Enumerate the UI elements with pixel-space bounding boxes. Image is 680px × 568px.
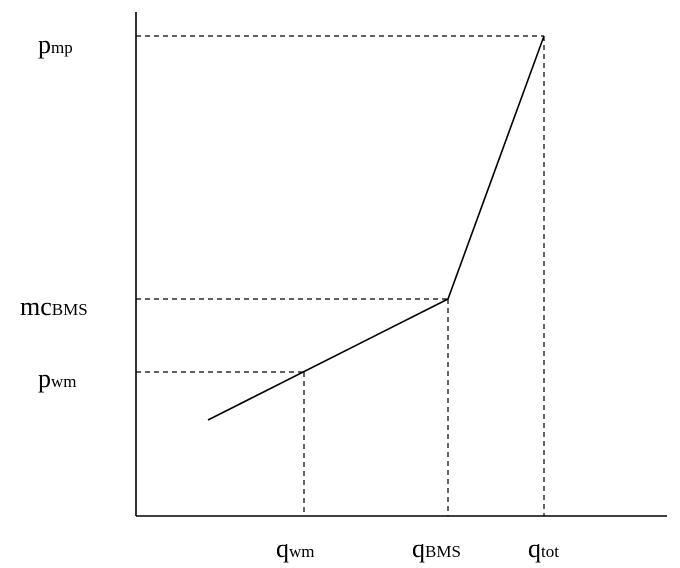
- label-p-wm-base: p: [38, 364, 51, 393]
- label-q-bms-base: q: [412, 534, 425, 563]
- label-p-mp-sub: mp: [51, 38, 73, 57]
- label-q-wm-sub: wm: [289, 542, 315, 561]
- label-q-tot: qtot: [528, 534, 559, 564]
- label-mc-bms-sub: BMS: [51, 300, 88, 319]
- label-p-mp: pmp: [38, 30, 73, 60]
- label-q-wm-base: q: [276, 534, 289, 563]
- label-q-tot-base: q: [528, 534, 541, 563]
- label-q-bms: qBMS: [412, 534, 461, 564]
- supply-curve: [207, 35, 545, 421]
- label-q-wm: qwm: [276, 534, 315, 564]
- label-mc-bms-base: mc: [20, 292, 52, 321]
- label-p-mp-base: p: [38, 30, 51, 59]
- label-q-tot-sub: tot: [541, 542, 559, 561]
- label-p-wm: pwm: [38, 364, 77, 394]
- label-p-wm-sub: wm: [51, 372, 77, 391]
- label-q-bms-sub: BMS: [425, 542, 461, 561]
- label-mc-bms: mcBMS: [20, 292, 88, 322]
